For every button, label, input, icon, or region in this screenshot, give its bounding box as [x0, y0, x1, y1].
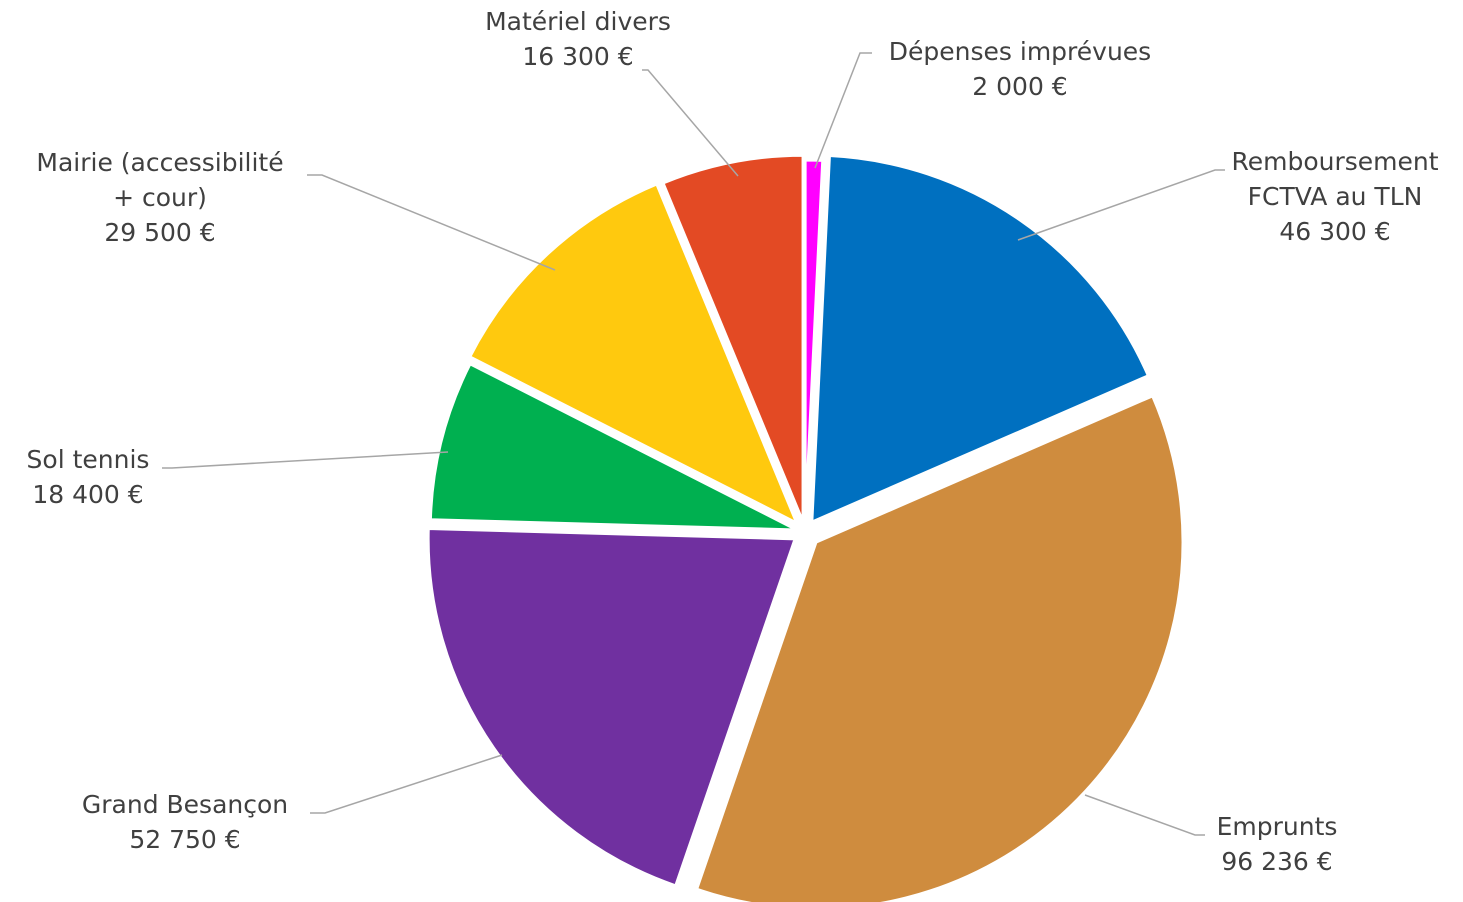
slice-category-label: + cour): [113, 183, 207, 212]
slice-value-label: 16 300 €: [522, 42, 633, 71]
leader-line: [642, 69, 739, 177]
slice-category-label: Dépenses imprévues: [889, 37, 1151, 66]
slice-label: Remboursement FCTVA au TLN 46 300 €: [1231, 147, 1438, 246]
slice-value-label: 52 750 €: [129, 825, 240, 854]
leader-line: [1084, 794, 1205, 836]
slice-label: Grand Besançon 52 750 €: [82, 790, 288, 854]
slice-label: Sol tennis 18 400 €: [27, 445, 150, 509]
slice-category-label: Emprunts: [1217, 812, 1338, 841]
pie-slice: [810, 153, 1151, 525]
leader-line: [162, 451, 449, 469]
slice-value-label: 96 236 €: [1221, 847, 1332, 876]
leader-line: [814, 52, 872, 169]
slice-category-label: Grand Besançon: [82, 790, 288, 819]
pie-slice: [694, 393, 1185, 902]
slice-value-label: 46 300 €: [1279, 217, 1390, 246]
slice-value-label: 2 000 €: [972, 72, 1067, 101]
slice-category-label: Remboursement: [1231, 147, 1438, 176]
pie-slice: [660, 153, 805, 523]
leader-line: [310, 754, 503, 814]
leader-line: [307, 174, 556, 271]
leader-lines: [162, 52, 1225, 836]
pie-slices: [426, 153, 1185, 902]
slice-label: Emprunts 96 236 €: [1217, 812, 1338, 876]
slice-category-label: Matériel divers: [485, 7, 671, 36]
slice-value-label: 18 400 €: [32, 480, 143, 509]
slice-category-label: Mairie (accessibilité: [36, 148, 283, 177]
pie-slice: [428, 361, 798, 532]
slice-category-label: Sol tennis: [27, 445, 150, 474]
pie-slice: [803, 158, 825, 528]
slice-label: Matériel divers 16 300 €: [485, 7, 671, 71]
pie-slice: [426, 526, 798, 888]
slice-label: Dépenses imprévues 2 000 €: [889, 37, 1151, 101]
leader-line: [1017, 169, 1225, 241]
slice-labels: Dépenses imprévues 2 000 € Remboursement FC…: [27, 7, 1439, 876]
slice-category-label: FCTVA au TLN: [1248, 182, 1423, 211]
slice-label: Mairie (accessibilité + cour) 29 500 €: [36, 148, 283, 247]
slice-value-label: 29 500 €: [104, 218, 215, 247]
